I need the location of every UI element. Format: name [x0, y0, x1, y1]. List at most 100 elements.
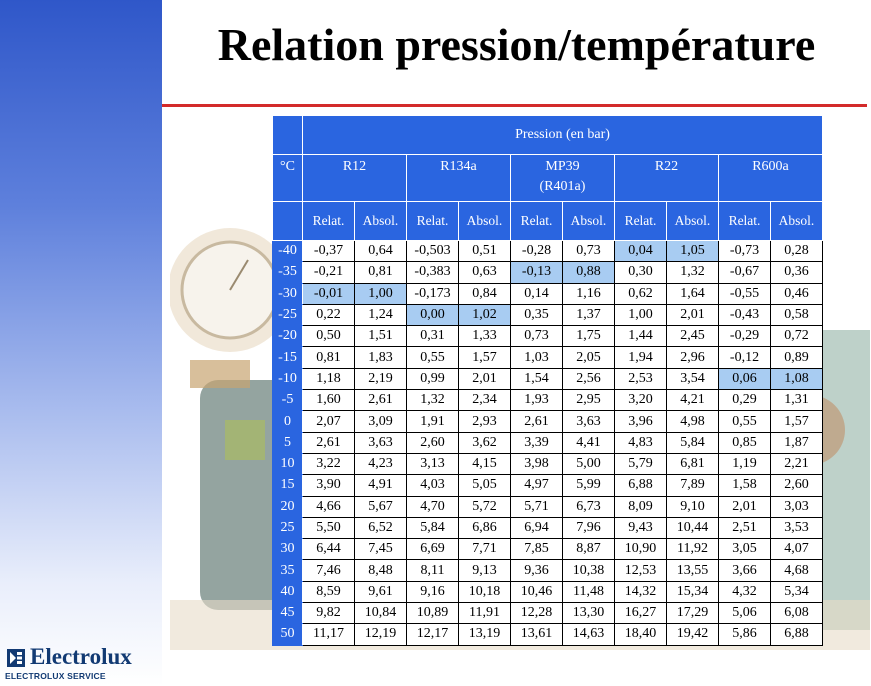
value-cell: 0,51 — [458, 239, 511, 263]
value-cell: 5,06 — [718, 602, 771, 625]
table-row: 30 6,44 7,45 6,69 7,71 7,85 8,87 10,90 11,92 3,05… — [272, 538, 823, 561]
subheader-relat: Relat. — [614, 201, 667, 241]
highlighted-value-cell: 0,04 — [614, 239, 667, 263]
temperature-cell: 15 — [272, 474, 303, 497]
value-cell: -0,173 — [406, 282, 459, 305]
value-cell: 2,19 — [354, 367, 407, 391]
value-cell: 0,73 — [562, 239, 615, 263]
value-cell: 8,09 — [614, 495, 667, 518]
temperature-cell: -15 — [272, 346, 303, 369]
value-cell: 4,15 — [458, 452, 511, 476]
temperature-cell: -20 — [272, 325, 303, 348]
value-cell: 5,67 — [354, 495, 407, 518]
value-cell: 3,20 — [614, 389, 667, 412]
highlighted-value-cell: 0,06 — [718, 367, 771, 391]
value-cell: 0,36 — [770, 261, 823, 284]
value-cell: 10,18 — [458, 580, 511, 604]
refrigerant-header-r12: R12 — [302, 154, 407, 202]
value-cell: 8,11 — [406, 559, 459, 582]
value-cell: 3,66 — [718, 559, 771, 582]
value-cell: 3,98 — [510, 452, 563, 476]
value-cell: 4,98 — [666, 410, 719, 433]
value-cell: -0,29 — [718, 325, 771, 348]
value-cell: 1,83 — [354, 346, 407, 369]
value-cell: -0,37 — [302, 239, 355, 263]
temperature-cell: -40 — [272, 239, 303, 263]
value-cell: 5,50 — [302, 516, 355, 540]
value-cell: 3,39 — [510, 431, 563, 454]
value-cell: 2,05 — [562, 346, 615, 369]
value-cell: -0,12 — [718, 346, 771, 369]
value-cell: 6,52 — [354, 516, 407, 540]
value-cell: 5,72 — [458, 495, 511, 518]
value-cell: 3,63 — [562, 410, 615, 433]
value-cell: 6,88 — [770, 623, 823, 646]
temperature-cell: 35 — [272, 559, 303, 582]
value-cell: 1,44 — [614, 325, 667, 348]
value-cell: 0,55 — [718, 410, 771, 433]
value-cell: 12,19 — [354, 623, 407, 646]
highlighted-value-cell: 0,88 — [562, 261, 615, 284]
temperature-cell: 5 — [272, 431, 303, 454]
value-cell: 12,28 — [510, 602, 563, 625]
value-cell: 6,88 — [614, 474, 667, 497]
value-cell: 2,07 — [302, 410, 355, 433]
temperature-cell: -30 — [272, 282, 303, 305]
value-cell: 0,22 — [302, 303, 355, 327]
temperature-cell: -10 — [272, 367, 303, 391]
subheader-absol: Absol. — [666, 201, 719, 241]
temperature-cell: 10 — [272, 452, 303, 476]
value-cell: 0,31 — [406, 325, 459, 348]
table-row: 40 8,59 9,61 9,16 10,18 10,46 11,48 14,32 15,34 4… — [272, 580, 823, 604]
value-cell: 2,51 — [718, 516, 771, 540]
value-cell: -0,28 — [510, 239, 563, 263]
value-cell: 0,55 — [406, 346, 459, 369]
subheader-relat: Relat. — [510, 201, 563, 241]
unit-header: °C — [272, 154, 303, 202]
value-cell: 1,19 — [718, 452, 771, 476]
value-cell: 13,55 — [666, 559, 719, 582]
value-cell: 5,05 — [458, 474, 511, 497]
value-cell: 4,68 — [770, 559, 823, 582]
value-cell: 4,32 — [718, 580, 771, 604]
pressure-temperature-table: Pression (en bar) °C R12 R134a MP39 (R401… — [272, 115, 823, 646]
temperature-cell: 40 — [272, 580, 303, 604]
value-cell: 3,96 — [614, 410, 667, 433]
value-cell: 0,99 — [406, 367, 459, 391]
value-cell: 6,73 — [562, 495, 615, 518]
value-cell: 3,13 — [406, 452, 459, 476]
value-cell: 4,07 — [770, 538, 823, 561]
value-cell: 9,82 — [302, 602, 355, 625]
value-cell: 1,32 — [406, 389, 459, 412]
value-cell: 1,93 — [510, 389, 563, 412]
table-row: -5 1,60 2,61 1,32 2,34 1,93 2,95 3,20 4,21 0,29 1,… — [272, 389, 823, 412]
value-cell: 1,00 — [614, 303, 667, 327]
value-cell: 1,31 — [770, 389, 823, 412]
value-cell: 5,86 — [718, 623, 771, 646]
value-cell: -0,383 — [406, 261, 459, 284]
value-cell: 2,95 — [562, 389, 615, 412]
table-row: 15 3,90 4,91 4,03 5,05 4,97 5,99 6,88 7,89 1,58 2,… — [272, 474, 823, 497]
value-cell: 10,44 — [666, 516, 719, 540]
value-cell: 15,34 — [666, 580, 719, 604]
subheader-absol: Absol. — [562, 201, 615, 241]
value-cell: 4,83 — [614, 431, 667, 454]
value-cell: 5,99 — [562, 474, 615, 497]
subheader-absol: Absol. — [354, 201, 407, 241]
value-cell: 1,64 — [666, 282, 719, 305]
value-cell: 13,61 — [510, 623, 563, 646]
value-cell: -0,43 — [718, 303, 771, 327]
value-cell: -0,503 — [406, 239, 459, 263]
value-cell: 1,18 — [302, 367, 355, 391]
value-cell: 4,97 — [510, 474, 563, 497]
value-cell: 1,37 — [562, 303, 615, 327]
value-cell: 5,71 — [510, 495, 563, 518]
value-cell: 12,53 — [614, 559, 667, 582]
value-cell: 14,32 — [614, 580, 667, 604]
refrigerant-header-r134a: R134a — [406, 154, 511, 202]
value-cell: 5,84 — [666, 431, 719, 454]
table-row: 10 3,22 4,23 3,13 4,15 3,98 5,00 5,79 6,81 1,19 2,… — [272, 452, 823, 476]
temperature-cell: -25 — [272, 303, 303, 327]
value-cell: 0,58 — [770, 303, 823, 327]
value-cell: 0,28 — [770, 239, 823, 263]
